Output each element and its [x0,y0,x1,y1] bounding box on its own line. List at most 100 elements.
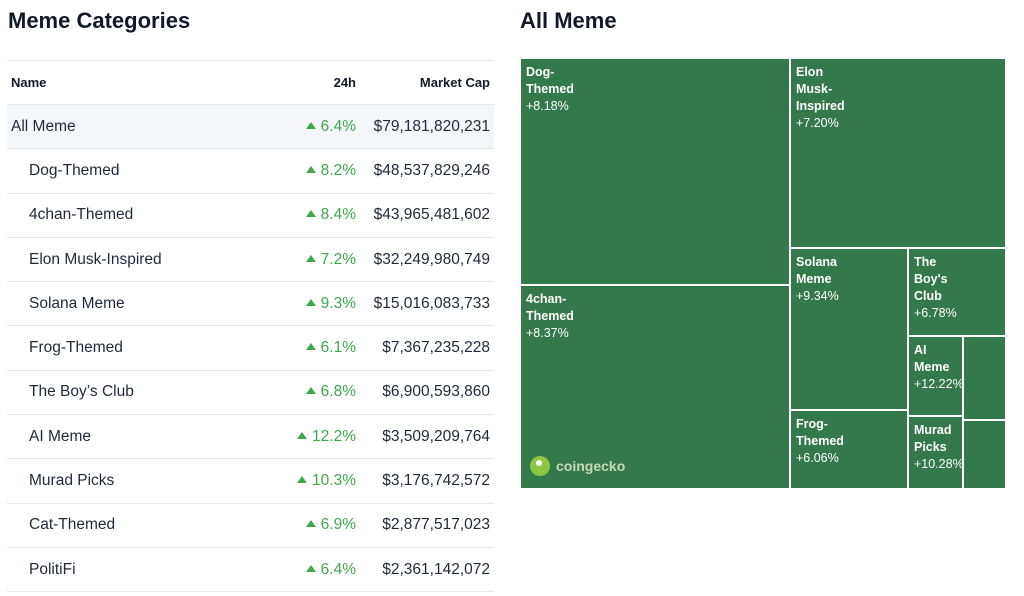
category-name[interactable]: Murad Picks [29,472,115,490]
table-row[interactable]: Cat-Themed 6.9% $2,877,517,023 [7,504,494,548]
market-cap-value: $79,181,820,231 [373,117,490,135]
treemap-title: All Meme [520,8,617,33]
market-cap-value: $2,361,142,072 [382,560,490,578]
up-arrow-icon [305,387,316,395]
treemap-svg [520,58,1006,489]
up-arrow-icon [305,520,316,528]
treemap-tile[interactable] [790,58,1006,248]
table-header: Name 24h Market Cap [7,61,494,105]
change-24h: 6.1% [256,339,356,357]
change-value: 9.3% [320,294,356,312]
change-24h: 8.4% [256,206,356,224]
category-name[interactable]: Dog-Themed [29,161,120,179]
market-cap-value: $7,367,235,228 [382,339,490,357]
category-name[interactable]: Solana Meme [29,294,125,312]
tile-name: Frog- Themed [796,417,844,448]
market-cap-value: $3,176,742,572 [382,472,490,490]
change-24h: 9.3% [256,295,356,313]
treemap-tile[interactable] [790,248,908,410]
tile-change: +12.22% [914,377,964,391]
change-value: 6.9% [320,516,356,534]
change-value: 10.3% [312,472,356,490]
table-row[interactable]: AI Meme 12.2% $3,509,209,764 [7,415,494,460]
column-header-market-cap[interactable]: Market Cap [419,75,490,90]
coingecko-logo-text: coingecko [556,458,626,474]
treemap-tile-label: Dog- Themed +8.18% [526,64,574,115]
table-row[interactable]: PolitiFi 6.4% $2,361,142,072 [7,548,494,593]
treemap-tile[interactable] [908,416,963,489]
coingecko-watermark: coingecko [530,456,625,476]
change-value: 12.2% [312,427,356,445]
treemap-tile-label: Frog- Themed +6.06% [796,416,844,467]
tile-change: +7.20% [796,116,839,130]
tile-name: Murad Picks [914,423,952,454]
treemap-tile[interactable] [963,420,1006,489]
tile-name: Solana Meme [796,255,837,286]
change-value: 7.2% [320,250,356,268]
category-name[interactable]: All Meme [11,117,76,135]
table-row[interactable]: Frog-Themed 6.1% $7,367,235,228 [7,326,494,371]
tile-change: +8.18% [526,99,569,113]
tile-name: 4chan- Themed [526,292,574,323]
category-name[interactable]: The Boy’s Club [29,383,134,401]
change-value: 8.2% [320,161,356,179]
market-cap-value: $2,877,517,023 [382,516,490,534]
change-24h: 6.9% [256,516,356,534]
tile-change: +9.34% [796,289,839,303]
meme-categories-table: Name 24h Market Cap All Meme 6.4% $79,181,… [7,60,494,593]
change-24h: 6.8% [256,383,356,401]
change-24h: 6.4% [256,118,356,136]
treemap-chart: coingecko Dog- Themed +8.18% 4chan- Themed… [520,58,1006,489]
up-arrow-icon [305,343,316,351]
treemap-tile[interactable] [908,336,963,416]
tile-name: Dog- Themed [526,65,574,96]
market-cap-value: $48,537,829,246 [373,161,490,179]
category-name[interactable]: PolitiFi [29,560,76,578]
change-value: 6.1% [320,339,356,357]
table-row[interactable]: 4chan-Themed 8.4% $43,965,481,602 [7,194,494,238]
tile-change: +8.37% [526,326,569,340]
tile-name: The Boy's Club [914,255,948,303]
change-24h: 12.2% [256,428,356,446]
column-header-name[interactable]: Name [11,75,47,90]
tile-change: +6.78% [914,306,957,320]
table-row[interactable]: Solana Meme 9.3% $15,016,083,733 [7,282,494,327]
treemap-tile-label: 4chan- Themed +8.37% [526,291,574,342]
table-row[interactable]: All Meme 6.4% $79,181,820,231 [7,105,494,150]
up-arrow-icon [305,121,316,129]
change-value: 8.4% [320,206,356,224]
treemap-tile[interactable] [520,285,790,489]
change-24h: 7.2% [256,251,356,269]
treemap-tile[interactable] [908,248,1006,336]
market-cap-value: $3,509,209,764 [382,427,490,445]
up-arrow-icon [305,298,316,306]
treemap-tile-label: Elon Musk- Inspired +7.20% [796,64,845,132]
up-arrow-icon [305,564,316,572]
table-row[interactable]: Elon Musk-Inspired 7.2% $32,249,980,749 [7,238,494,283]
treemap-tile[interactable] [790,410,908,489]
category-name[interactable]: Frog-Themed [29,339,123,357]
market-cap-value: $43,965,481,602 [373,206,490,224]
treemap-tile[interactable] [963,336,1006,420]
treemap-tile[interactable] [520,58,790,285]
change-24h: 8.2% [256,162,356,180]
up-arrow-icon [305,210,316,218]
column-header-24h[interactable]: 24h [333,75,356,90]
tile-change: +6.06% [796,451,839,465]
market-cap-value: $32,249,980,749 [373,250,490,268]
table-row[interactable]: Dog-Themed 8.2% $48,537,829,246 [7,149,494,194]
table-row[interactable]: The Boy’s Club 6.8% $6,900,593,860 [7,371,494,416]
treemap-tile-label: The Boy's Club +6.78% [914,254,957,322]
category-name[interactable]: 4chan-Themed [29,206,134,224]
change-value: 6.8% [320,383,356,401]
category-name[interactable]: Elon Musk-Inspired [29,250,162,268]
treemap-tile-label: Murad Picks +10.28% [914,422,964,473]
category-name[interactable]: Cat-Themed [29,516,116,534]
tile-name: Elon Musk- Inspired [796,65,845,113]
category-name[interactable]: AI Meme [29,427,92,445]
market-cap-value: $15,016,083,733 [373,294,490,312]
market-cap-value: $6,900,593,860 [382,383,490,401]
table-row[interactable]: Murad Picks 10.3% $3,176,742,572 [7,459,494,504]
page-title: Meme Categories [8,8,191,33]
change-24h: 10.3% [256,472,356,490]
